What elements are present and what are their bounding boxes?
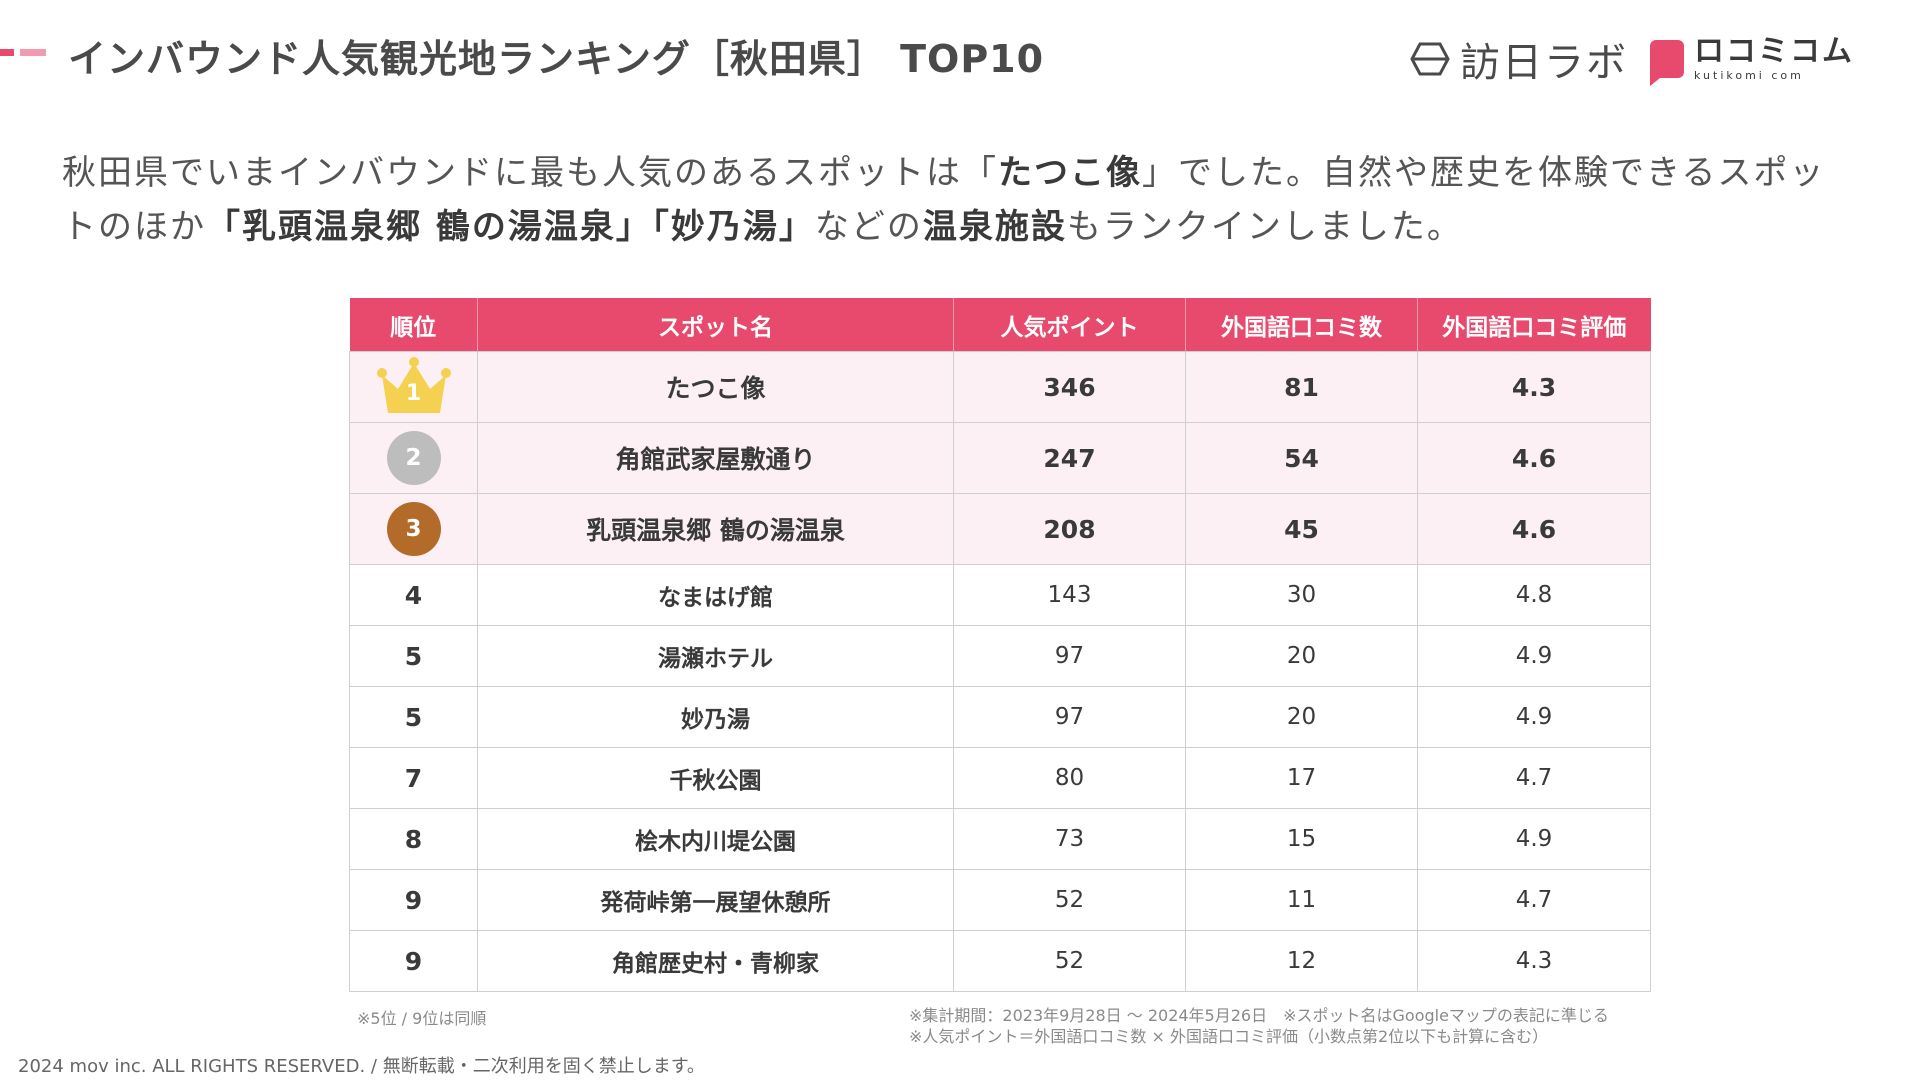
- cell-spot-name: 妙乃湯: [477, 686, 954, 748]
- cell-spot-name: 千秋公園: [477, 747, 954, 809]
- cell-review-count: 20: [1185, 686, 1418, 748]
- cell-review-rating: 4.9: [1417, 686, 1651, 748]
- cell-rank: 2: [349, 422, 478, 494]
- cell-points: 346: [953, 351, 1186, 423]
- cell-points: 247: [953, 422, 1186, 494]
- cell-rank: 8: [349, 808, 478, 870]
- cell-spot-name: たつこ像: [477, 351, 954, 423]
- lead-paragraph: 秋田県でいまインバウンドに最も人気のあるスポットは「たつこ像」でした。自然や歴史…: [62, 153, 1826, 247]
- speech-bubble-icon: [1650, 40, 1684, 86]
- cell-rank: 1: [349, 351, 478, 423]
- cell-spot-name: なまはげ館: [477, 564, 954, 626]
- houjin-logo-icon: [1410, 42, 1450, 76]
- table-row: 3 乳頭温泉郷 鶴の湯温泉 208 45 4.6: [349, 493, 1651, 565]
- cell-review-count: 12: [1185, 930, 1418, 992]
- header-rank: 順位: [349, 298, 478, 352]
- cell-review-rating: 4.7: [1417, 747, 1651, 809]
- page-title: インバウンド人気観光地ランキング［秋田県］ TOP10: [68, 37, 1045, 81]
- cell-review-rating: 4.6: [1417, 422, 1651, 494]
- cell-spot-name: 湯瀬ホテル: [477, 625, 954, 687]
- cell-review-count: 11: [1185, 869, 1418, 931]
- table-row: 9 角館歴史村・青柳家 52 12 4.3: [349, 930, 1651, 992]
- copyright: 2024 mov inc. ALL RIGHTS RESERVED. / 無断転…: [18, 1056, 705, 1077]
- cell-review-rating: 4.7: [1417, 869, 1651, 931]
- table-row: 2 角館武家屋敷通り 247 54 4.6: [349, 422, 1651, 494]
- table-row: 1 たつこ像 346 81 4.3: [349, 351, 1651, 423]
- table-row: 4 なまはげ館 143 30 4.8: [349, 564, 1651, 626]
- header-review-rating: 外国語口コミ評価: [1417, 298, 1651, 352]
- cell-review-rating: 4.3: [1417, 930, 1651, 992]
- cell-rank: 9: [349, 930, 478, 992]
- cell-spot-name: 乳頭温泉郷 鶴の湯温泉: [477, 493, 954, 565]
- cell-review-count: 15: [1185, 808, 1418, 870]
- cell-rank: 4: [349, 564, 478, 626]
- cell-review-rating: 4.9: [1417, 625, 1651, 687]
- cell-rank: 5: [349, 625, 478, 687]
- table-row: 5 妙乃湯 97 20 4.9: [349, 686, 1651, 748]
- kutikomi-logo-sub: kutikomi com: [1694, 69, 1804, 82]
- cell-rank: 7: [349, 747, 478, 809]
- header-accent-bar: [0, 49, 46, 56]
- header-points: 人気ポイント: [953, 298, 1186, 352]
- header-review-count: 外国語口コミ数: [1185, 298, 1418, 352]
- cell-points: 73: [953, 808, 1186, 870]
- cell-rank: 3: [349, 493, 478, 565]
- cell-review-rating: 4.6: [1417, 493, 1651, 565]
- cell-spot-name: 桧木内川堤公園: [477, 808, 954, 870]
- cell-points: 208: [953, 493, 1186, 565]
- table-row: 9 発荷峠第一展望休憩所 52 11 4.7: [349, 869, 1651, 931]
- table-row: 5 湯瀬ホテル 97 20 4.9: [349, 625, 1651, 687]
- cell-points: 80: [953, 747, 1186, 809]
- cell-review-count: 54: [1185, 422, 1418, 494]
- cell-review-count: 45: [1185, 493, 1418, 565]
- kutikomi-logo-text: ロコミコム: [1694, 34, 1854, 69]
- brand-logos: 訪日ラボ ロコミコム kutikomi com: [1410, 34, 1854, 86]
- cell-spot-name: 角館武家屋敷通り: [477, 422, 954, 494]
- cell-spot-name: 発荷峠第一展望休憩所: [477, 869, 954, 931]
- note-tie: ※5位 / 9位は同順: [357, 1009, 487, 1028]
- cell-rank: 9: [349, 869, 478, 931]
- cell-review-count: 81: [1185, 351, 1418, 423]
- cell-review-count: 17: [1185, 747, 1418, 809]
- table-header-row: 順位 スポット名 人気ポイント 外国語口コミ数 外国語口コミ評価: [349, 298, 1651, 352]
- header-spot-name: スポット名: [477, 298, 954, 352]
- cell-points: 52: [953, 869, 1186, 931]
- cell-review-rating: 4.3: [1417, 351, 1651, 423]
- silver-medal-icon: 2: [386, 431, 441, 485]
- houjin-lab-logo: 訪日ラボ: [1410, 30, 1628, 88]
- cell-points: 52: [953, 930, 1186, 992]
- table-row: 8 桧木内川堤公園 73 15 4.9: [349, 808, 1651, 870]
- kutikomi-logo: ロコミコム kutikomi com: [1650, 34, 1854, 86]
- cell-review-rating: 4.9: [1417, 808, 1651, 870]
- note-period: ※集計期間：2023年9月28日 〜 2024年5月26日 ※スポット名はGoo…: [909, 1006, 1609, 1046]
- gold-crown-icon: 1: [376, 357, 452, 417]
- table-row: 7 千秋公園 80 17 4.7: [349, 747, 1651, 809]
- bronze-medal-icon: 3: [386, 502, 441, 556]
- cell-review-rating: 4.8: [1417, 564, 1651, 626]
- cell-points: 143: [953, 564, 1186, 626]
- cell-review-count: 20: [1185, 625, 1418, 687]
- houjin-logo-text: 訪日ラボ: [1460, 40, 1628, 86]
- ranking-table: 順位 スポット名 人気ポイント 外国語口コミ数 外国語口コミ評価 1 たつこ像 34…: [349, 298, 1651, 992]
- cell-review-count: 30: [1185, 564, 1418, 626]
- cell-points: 97: [953, 625, 1186, 687]
- cell-spot-name: 角館歴史村・青柳家: [477, 930, 954, 992]
- cell-points: 97: [953, 686, 1186, 748]
- cell-rank: 5: [349, 686, 478, 748]
